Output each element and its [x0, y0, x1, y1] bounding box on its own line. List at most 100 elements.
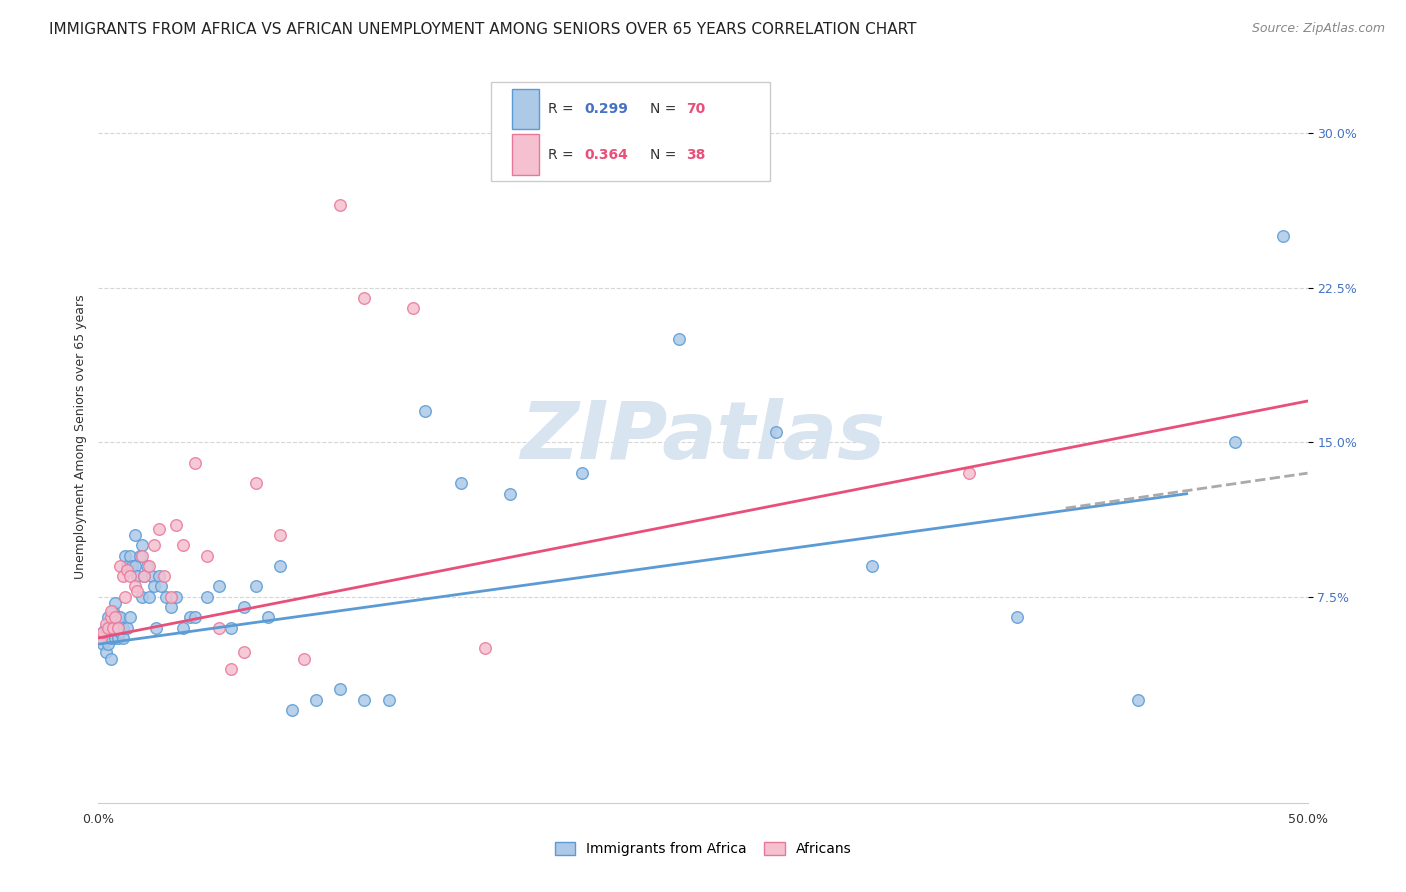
Point — [245, 579, 267, 593]
Point — [353, 291, 375, 305]
Point — [128, 549, 150, 563]
Point — [134, 569, 156, 583]
Point — [90, 631, 112, 645]
Point — [1007, 610, 1029, 624]
Point — [184, 610, 207, 624]
Point — [377, 693, 399, 707]
Point — [1128, 693, 1150, 707]
Point — [245, 476, 267, 491]
Point — [127, 569, 149, 583]
Point — [117, 563, 139, 577]
Point — [269, 558, 291, 573]
Point — [91, 624, 114, 639]
Point — [765, 425, 787, 439]
Point — [107, 631, 129, 645]
Point — [111, 631, 134, 645]
Point — [402, 301, 425, 316]
Point — [94, 616, 117, 631]
Point — [1272, 229, 1295, 244]
Point — [108, 610, 131, 624]
Point — [329, 198, 352, 212]
Point — [117, 621, 139, 635]
Point — [165, 590, 187, 604]
Bar — [512, 135, 538, 175]
Point — [413, 404, 436, 418]
Point — [172, 621, 194, 635]
Point — [108, 558, 131, 573]
Point — [124, 558, 146, 573]
Point — [208, 621, 231, 635]
Point — [160, 590, 183, 604]
Point — [179, 610, 201, 624]
Y-axis label: Unemployment Among Seniors over 65 years: Unemployment Among Seniors over 65 years — [75, 294, 87, 580]
Point — [111, 569, 134, 583]
Point — [114, 549, 136, 563]
Point — [131, 590, 153, 604]
Point — [232, 645, 254, 659]
Point — [114, 590, 136, 604]
Point — [208, 579, 231, 593]
Point — [131, 538, 153, 552]
Text: ZIPatlas: ZIPatlas — [520, 398, 886, 476]
Text: N =: N = — [650, 102, 681, 116]
Point — [121, 558, 143, 573]
Point — [221, 662, 243, 676]
Point — [100, 651, 122, 665]
Point — [138, 558, 160, 573]
Text: 0.364: 0.364 — [585, 147, 628, 161]
Point — [269, 528, 291, 542]
FancyBboxPatch shape — [492, 82, 769, 181]
Text: Source: ZipAtlas.com: Source: ZipAtlas.com — [1251, 22, 1385, 36]
Point — [152, 569, 174, 583]
Point — [134, 569, 156, 583]
Point — [131, 549, 153, 563]
Point — [117, 558, 139, 573]
Point — [195, 549, 218, 563]
Legend: Immigrants from Africa, Africans: Immigrants from Africa, Africans — [548, 836, 858, 862]
Point — [165, 517, 187, 532]
Point — [668, 332, 690, 346]
Point — [160, 600, 183, 615]
Point — [281, 703, 304, 717]
Point — [135, 558, 157, 573]
Point — [118, 569, 141, 583]
Point — [305, 693, 328, 707]
Point — [138, 590, 160, 604]
Point — [124, 579, 146, 593]
Point — [150, 579, 173, 593]
Point — [107, 621, 129, 635]
Point — [127, 583, 149, 598]
Point — [107, 621, 129, 635]
Point — [97, 637, 120, 651]
Text: 0.299: 0.299 — [585, 102, 628, 116]
Point — [108, 624, 131, 639]
Point — [100, 621, 122, 635]
Point — [957, 466, 980, 480]
Point — [91, 637, 114, 651]
Point — [155, 590, 177, 604]
Point — [100, 604, 122, 618]
Point — [143, 579, 166, 593]
Point — [94, 645, 117, 659]
Text: 70: 70 — [686, 102, 706, 116]
Point — [184, 456, 207, 470]
Point — [256, 610, 278, 624]
Point — [148, 569, 170, 583]
Point — [101, 624, 124, 639]
Point — [474, 641, 496, 656]
Point — [172, 538, 194, 552]
Point — [195, 590, 218, 604]
Point — [97, 610, 120, 624]
Point — [107, 610, 129, 624]
Point — [100, 631, 122, 645]
Point — [94, 621, 117, 635]
Point — [148, 522, 170, 536]
Point — [232, 600, 254, 615]
Point — [91, 624, 114, 639]
Point — [141, 569, 163, 583]
Point — [145, 621, 167, 635]
Text: 38: 38 — [686, 147, 706, 161]
Point — [571, 466, 593, 480]
Text: IMMIGRANTS FROM AFRICA VS AFRICAN UNEMPLOYMENT AMONG SENIORS OVER 65 YEARS CORRE: IMMIGRANTS FROM AFRICA VS AFRICAN UNEMPL… — [49, 22, 917, 37]
Point — [860, 558, 883, 573]
